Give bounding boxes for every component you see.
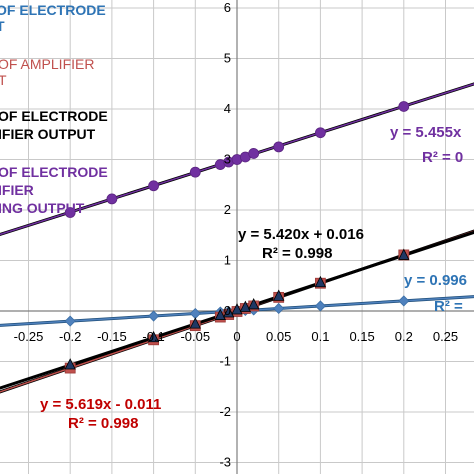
legend-line: OF ELECTRODE (0, 108, 108, 124)
fit-equation-red: y = 5.619x - 0.011 (40, 396, 162, 413)
x-tick-label: -0.25 (14, 329, 44, 344)
y-tick-label: -2 (219, 404, 231, 419)
data-point (64, 207, 76, 218)
x-tick-label: 0.25 (433, 329, 458, 344)
data-point (314, 275, 327, 288)
x-tick-label: -0.05 (180, 329, 210, 344)
y-tick-label: 0 (224, 303, 231, 318)
y-tick-label: 3 (224, 152, 231, 167)
legend-line: OF AMPLIFIER (0, 56, 95, 72)
x-tick-label: 0.1 (311, 329, 329, 344)
tick-labels: -0.25 -0.2 -0.15 -0.1 -0.05 0 0.05 0.1 0.15 0.2 0.… (14, 0, 458, 470)
r2-blue: R² = (434, 298, 463, 315)
data-point (231, 303, 243, 315)
legend-line: ING OUTPUT (0, 200, 85, 216)
fit-equation-blue: y = 0.996 (404, 272, 467, 289)
r2-red: R² = 0.998 (68, 415, 139, 432)
x-tick-label: 0.15 (349, 329, 374, 344)
y-tick-label: -3 (219, 455, 231, 470)
data-point (314, 127, 326, 139)
data-point (398, 295, 410, 307)
data-point (248, 148, 260, 159)
data-point (64, 315, 76, 327)
data-point (273, 141, 285, 153)
data-point (214, 308, 226, 320)
data-point (189, 307, 201, 320)
legend-line: OF ELECTRODE (0, 2, 106, 18)
data-point (398, 101, 410, 112)
data-point (314, 300, 326, 312)
y-tick-label: 1 (224, 253, 231, 268)
y-tick-label: 5 (224, 51, 231, 66)
y-tick-label: 6 (224, 0, 231, 15)
data-point (189, 166, 201, 178)
x-tick-label: -0.15 (97, 329, 127, 344)
y-tick-label: 2 (224, 202, 231, 217)
data-point (189, 317, 201, 329)
x-tick-label: -0.1 (142, 329, 164, 344)
data-point (248, 298, 260, 310)
legend-line: OF ELECTRODE (0, 164, 108, 180)
data-point (148, 310, 160, 322)
data-point (273, 302, 285, 315)
data-point (64, 358, 76, 370)
x-tick-label: 0.2 (395, 329, 413, 344)
x-tick-label: 0 (233, 329, 240, 344)
data-point (239, 300, 251, 312)
data-point (273, 289, 285, 301)
data-point (147, 330, 160, 343)
fit-equation-black: y = 5.420x + 0.016 (238, 226, 364, 243)
legend-line: T (0, 72, 7, 88)
data-point (148, 180, 160, 192)
legend-line: IFIER OUTPUT (0, 126, 96, 142)
y-tick-label: 4 (224, 101, 231, 116)
data-point (398, 248, 410, 260)
legend-line: T (0, 18, 5, 34)
x-tick-label: 0.05 (266, 329, 291, 344)
data-point (223, 306, 235, 318)
legend-line: IFIER (0, 182, 34, 198)
y-tick-label: -1 (219, 354, 231, 369)
r2-purple: R² = 0 (422, 149, 464, 166)
data-point (106, 193, 118, 205)
data-points (64, 101, 410, 374)
r2-black: R² = 0.998 (262, 245, 333, 262)
fit-equation-purple: y = 5.455x (390, 124, 462, 141)
x-tick-label: -0.2 (59, 329, 81, 344)
